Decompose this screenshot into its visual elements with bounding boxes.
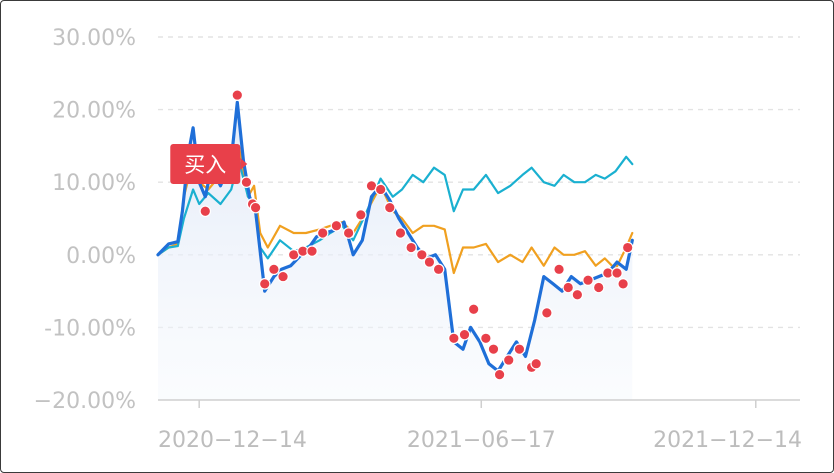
buy-annotation: 买入 xyxy=(170,144,248,185)
x-tick-label: 2021−12−14 xyxy=(653,428,802,453)
trade-marker xyxy=(513,343,526,355)
trade-marker xyxy=(611,267,623,279)
buy-badge-label: 买入 xyxy=(184,153,226,177)
trade-marker xyxy=(571,288,584,301)
trade-marker xyxy=(562,281,575,294)
trade-marker xyxy=(502,354,515,366)
trade-marker xyxy=(423,256,436,268)
trade-markers xyxy=(199,89,634,381)
trade-marker xyxy=(355,209,367,221)
buy-badge-background xyxy=(170,144,241,185)
trade-marker xyxy=(487,343,500,355)
trade-marker xyxy=(277,270,289,283)
trade-marker xyxy=(541,307,553,319)
series-line xyxy=(156,155,634,260)
trade-marker xyxy=(249,201,262,214)
trade-marker xyxy=(480,332,492,345)
trade-marker xyxy=(199,205,212,218)
trade-marker xyxy=(383,201,396,214)
y-tick-label: -10.00% xyxy=(44,316,136,341)
trade-marker xyxy=(448,332,460,345)
trade-marker xyxy=(306,245,318,257)
area-fill-layer xyxy=(158,102,633,401)
y-tick-label: 30.00% xyxy=(52,26,136,51)
trade-marker xyxy=(330,219,343,232)
x-tick-label: 2021−06−17 xyxy=(407,428,556,453)
y-tick-label: −20.00% xyxy=(34,389,136,414)
trade-marker xyxy=(416,249,428,261)
trade-marker xyxy=(530,357,542,370)
series-area-fill xyxy=(158,102,633,401)
trade-marker xyxy=(458,328,471,341)
trade-marker xyxy=(493,368,506,381)
trade-marker xyxy=(374,183,387,196)
y-tick-label: 10.00% xyxy=(52,171,136,196)
trade-marker xyxy=(316,227,329,239)
trade-marker xyxy=(553,263,565,276)
trade-marker xyxy=(231,89,244,101)
trade-marker xyxy=(582,274,594,287)
trade-marker xyxy=(240,176,253,188)
y-tick-label: 20.00% xyxy=(52,99,136,124)
trade-marker xyxy=(394,227,407,239)
trade-marker xyxy=(258,278,271,290)
trade-marker xyxy=(467,303,480,316)
trade-marker xyxy=(432,263,445,276)
trade-marker xyxy=(617,278,629,290)
x-tick-label: 2020−12−14 xyxy=(158,428,307,453)
trade-marker xyxy=(268,263,280,276)
y-tick-label: 0.00% xyxy=(66,244,136,269)
trade-marker xyxy=(621,241,634,254)
trade-marker xyxy=(405,241,417,254)
trade-marker xyxy=(592,281,605,294)
trade-marker xyxy=(342,227,355,239)
axes: 30.00% 20.00% 10.00% 0.00% -10.00% −20.00% 202… xyxy=(34,26,802,453)
buy-badge-pointer xyxy=(240,158,248,171)
